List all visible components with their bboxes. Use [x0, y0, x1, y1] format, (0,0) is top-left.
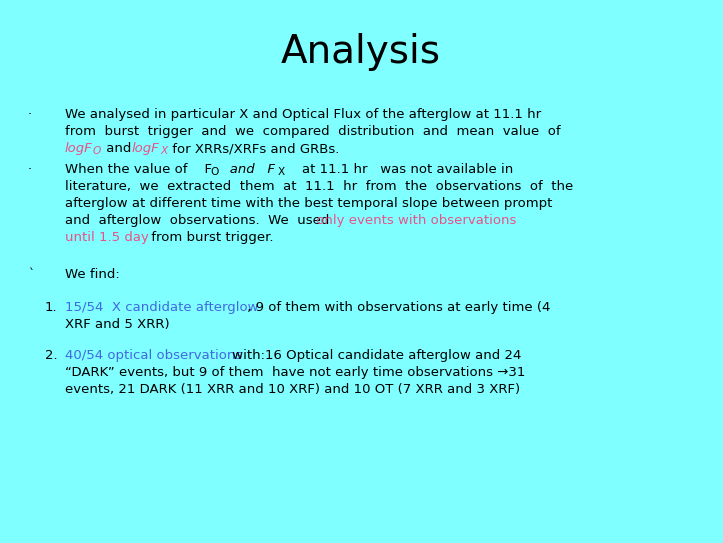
Text: with:16 Optical candidate afterglow and 24: with:16 Optical candidate afterglow and …: [228, 349, 521, 362]
Text: events, 21 DARK (11 XRR and 10 XRF) and 10 OT (7 XRR and 3 XRF): events, 21 DARK (11 XRR and 10 XRF) and …: [65, 383, 520, 396]
Text: logF: logF: [65, 142, 93, 155]
Text: “DARK” events, but 9 of them  have not early time observations →31: “DARK” events, but 9 of them have not ea…: [65, 366, 526, 379]
Text: for XRRs/XRFs and GRBs.: for XRRs/XRFs and GRBs.: [168, 142, 339, 155]
Text: X: X: [278, 167, 286, 177]
Text: 2.: 2.: [45, 349, 58, 362]
Text: from  burst  trigger  and  we  compared  distribution  and  mean  value  of: from burst trigger and we compared distr…: [65, 125, 560, 138]
Text: and   F: and F: [217, 163, 275, 176]
Text: ·: ·: [28, 108, 32, 121]
Text: When the value of    F: When the value of F: [65, 163, 212, 176]
Text: from burst trigger.: from burst trigger.: [147, 231, 273, 244]
Text: only events with observations: only events with observations: [312, 214, 516, 227]
Text: X: X: [160, 146, 167, 156]
Text: O: O: [210, 167, 218, 177]
Text: and: and: [102, 142, 136, 155]
Text: 40/54 optical observations: 40/54 optical observations: [65, 349, 242, 362]
Text: until 1.5 day: until 1.5 day: [65, 231, 149, 244]
Text: `: `: [28, 268, 34, 281]
Text: literature,  we  extracted  them  at  11.1  hr  from  the  observations  of  the: literature, we extracted them at 11.1 hr…: [65, 180, 573, 193]
Text: XRF and 5 XRR): XRF and 5 XRR): [65, 318, 170, 331]
Text: at 11.1 hr   was not available in: at 11.1 hr was not available in: [285, 163, 513, 176]
Text: 15/54  X candidate afterglow: 15/54 X candidate afterglow: [65, 301, 259, 314]
Text: ·: ·: [28, 163, 32, 176]
Text: 1.: 1.: [45, 301, 58, 314]
Text: afterglow at different time with the best temporal slope between prompt: afterglow at different time with the bes…: [65, 197, 552, 210]
Text: and  afterglow  observations.  We  used: and afterglow observations. We used: [65, 214, 330, 227]
Text: We find:: We find:: [65, 268, 120, 281]
Text: logF: logF: [132, 142, 160, 155]
Text: O: O: [93, 146, 101, 156]
Text: Analysis: Analysis: [281, 33, 441, 71]
Text: We analysed in particular X and Optical Flux of the afterglow at 11.1 hr: We analysed in particular X and Optical …: [65, 108, 541, 121]
Text: , 9 of them with observations at early time (4: , 9 of them with observations at early t…: [243, 301, 550, 314]
